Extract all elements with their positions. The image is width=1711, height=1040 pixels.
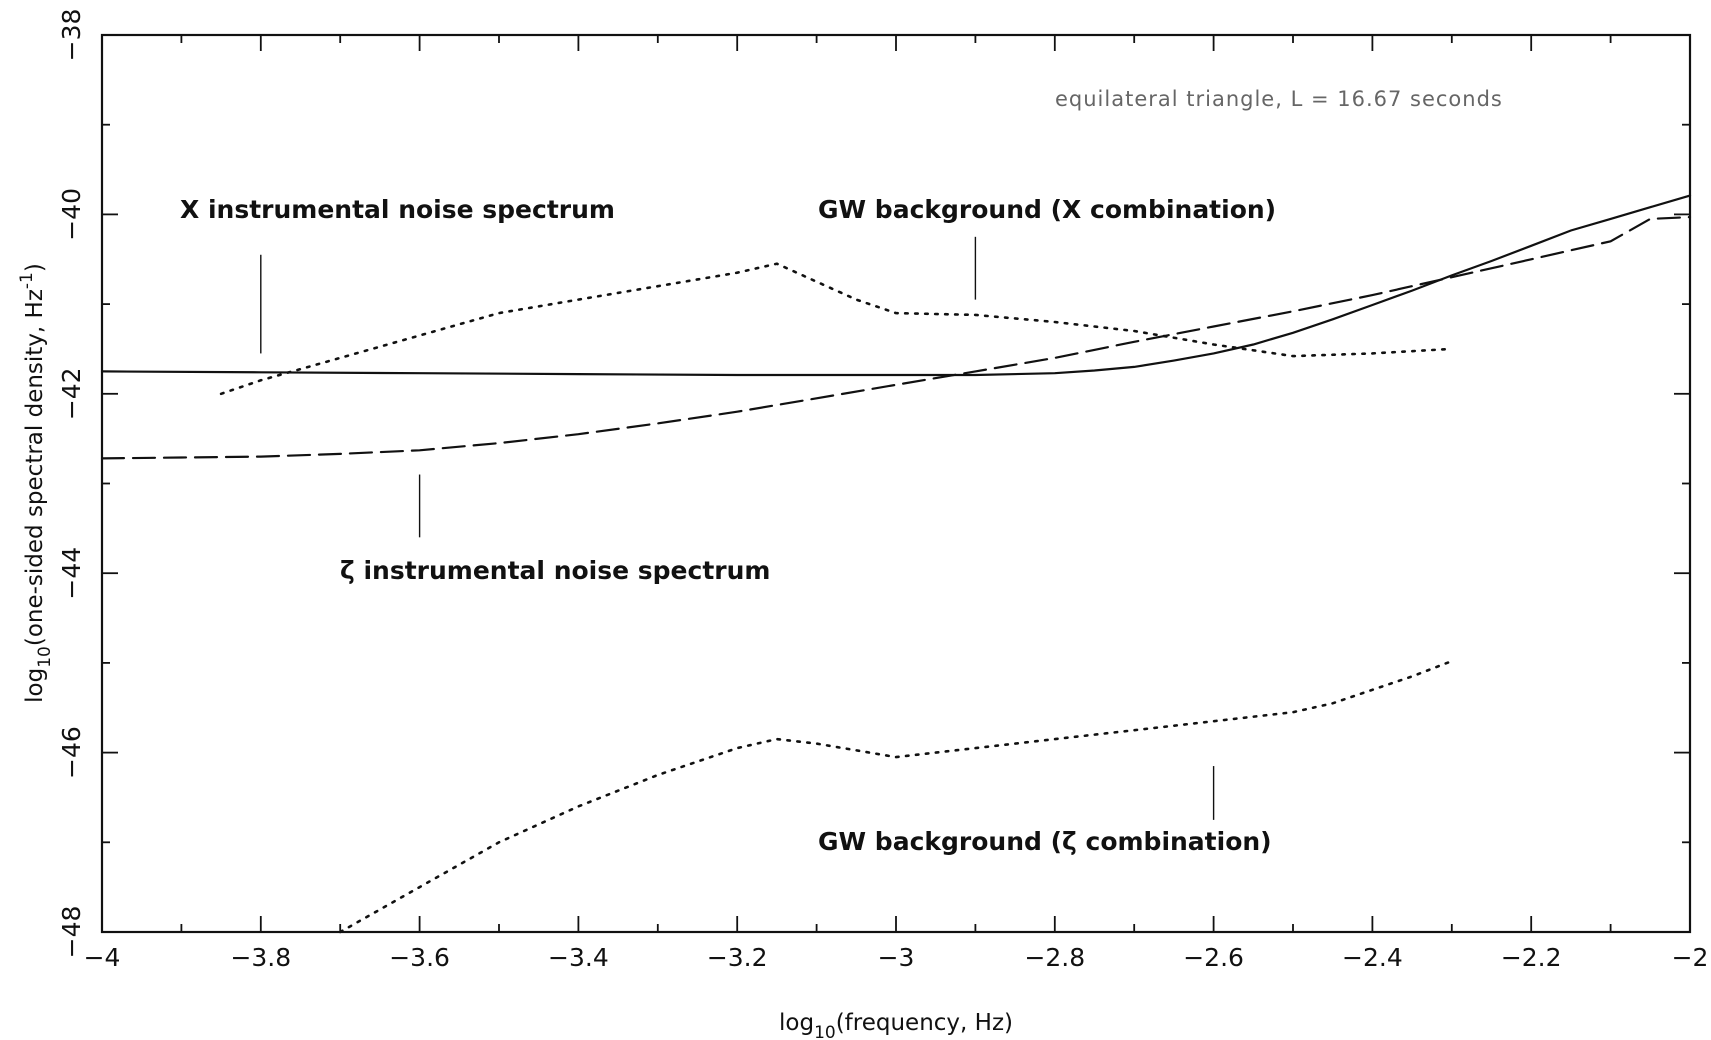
series-group: [100, 194, 1692, 934]
x-tick-label: −2.2: [1501, 943, 1562, 972]
config-label: equilateral triangle, L = 16.67 seconds: [1055, 87, 1503, 111]
y-tick-label: −38: [57, 9, 86, 62]
y-axis-title-post: ): [22, 263, 48, 272]
y-axis-title-sup: -1: [17, 272, 37, 289]
x-noise-label: X instrumental noise spectrum: [180, 195, 615, 224]
x-axis-title-pre: log: [779, 1010, 814, 1036]
gw-zeta-label: GW background (ζ combination): [818, 827, 1272, 856]
x-tick-label: −2.4: [1342, 943, 1403, 972]
x-tick-label: −3.2: [707, 943, 768, 972]
axis-ticks: [101, 34, 1691, 933]
tick-labels: −4 −3.8 −3.6 −3.4 −3.2 −3 −2.8 −2.6 −2.4 −2.2 −2 −4…: [57, 9, 1708, 972]
zeta-noise-label: ζ instrumental noise spectrum: [340, 556, 770, 585]
x-axis-title: log10(frequency, Hz): [779, 1010, 1013, 1040]
y-axis-title: log10(one-sided spectral density, Hz-1): [17, 263, 55, 703]
x-tick-label: −2.8: [1024, 943, 1085, 972]
x-tick-label: −3.8: [230, 943, 291, 972]
x-axis-title-sub: 10: [814, 1023, 836, 1040]
y-tick-label: −46: [57, 726, 86, 779]
gw-x-label: GW background (X combination): [818, 195, 1276, 224]
x-tick-label: −3: [878, 943, 915, 972]
y-tick-label: −40: [57, 188, 86, 241]
series-line-gw-background-zeta: [338, 659, 1454, 934]
annotation-pointers: [260, 236, 1215, 820]
x-tick-label: −3.4: [548, 943, 609, 972]
x-tick-label: −4: [84, 943, 121, 972]
plot-frame: [100, 33, 1692, 934]
x-tick-label: −2: [1672, 943, 1709, 972]
x-axis-title-post: (frequency, Hz): [836, 1010, 1013, 1036]
y-tick-label: −44: [57, 547, 86, 600]
x-tick-label: −2.6: [1183, 943, 1244, 972]
series-line-x-instrumental-noise: [100, 194, 1692, 377]
series-line-gw-background-x: [219, 262, 1454, 396]
y-axis-title-pre: log: [22, 668, 48, 703]
y-axis-title-mid: (one-sided spectral density, Hz: [22, 289, 48, 646]
x-tick-label: −3.6: [389, 943, 450, 972]
y-tick-label: −42: [57, 367, 86, 420]
y-tick-label: −48: [57, 906, 86, 959]
y-axis-title-sub: 10: [35, 646, 55, 668]
series-line-zeta-instrumental-noise: [100, 216, 1692, 460]
